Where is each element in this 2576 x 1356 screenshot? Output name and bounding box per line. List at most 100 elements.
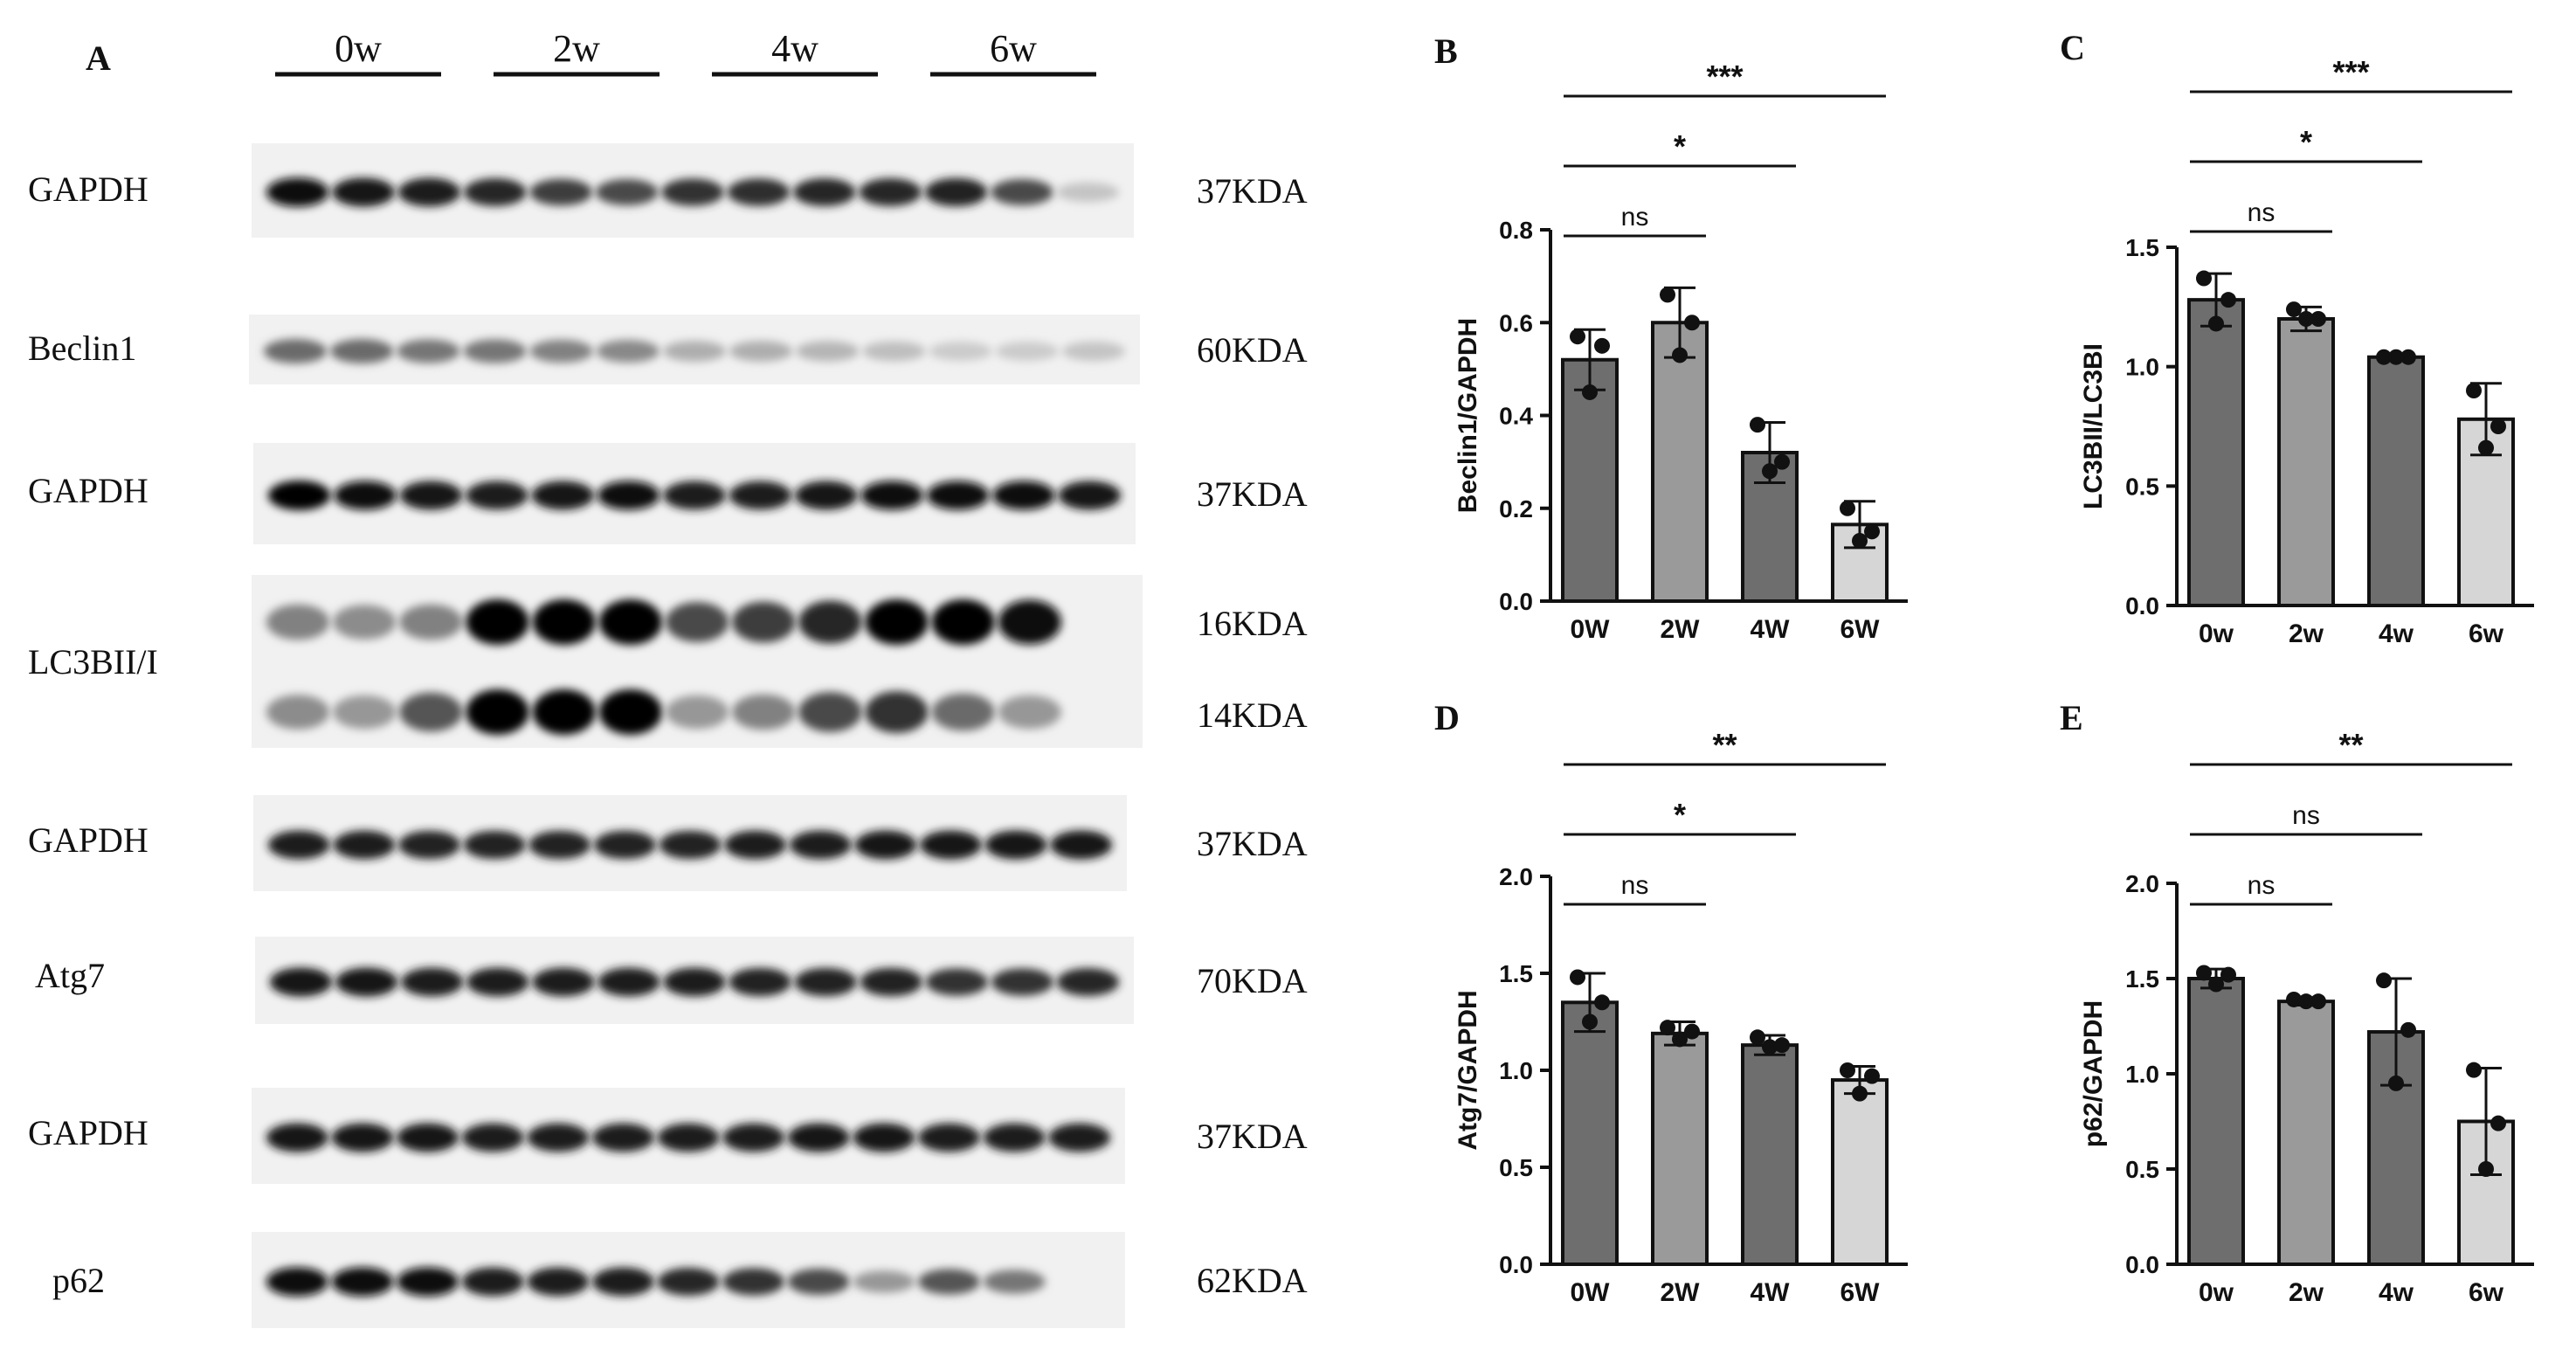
blot-band: [529, 339, 593, 363]
data-point: [1864, 1068, 1880, 1084]
data-point: [2400, 349, 2416, 365]
blot-band: [865, 691, 929, 733]
data-point: [2286, 301, 2302, 318]
blot-band: [330, 339, 394, 363]
blot-band: [920, 830, 982, 860]
bar: [1741, 1043, 1799, 1267]
data-point: [1582, 1014, 1598, 1030]
data-point: [2478, 439, 2494, 456]
blot-band: [724, 830, 787, 860]
data-point: [2400, 1021, 2416, 1038]
data-point: [2298, 993, 2314, 1010]
significance-label: ns: [2292, 801, 2320, 830]
blot-band: [853, 1123, 915, 1152]
molecular-weight-label: 60KDA: [1197, 330, 1308, 370]
data-point: [1570, 969, 1585, 986]
blot-band: [925, 968, 988, 996]
blot-band: [1056, 182, 1120, 203]
bar: [1651, 321, 1709, 603]
blot-band: [729, 481, 792, 510]
blot-band: [665, 695, 729, 730]
data-point: [2388, 349, 2404, 365]
blot-band: [865, 599, 929, 645]
data-point: [2466, 1062, 2482, 1078]
blot-band: [1058, 481, 1122, 510]
molecular-weight-label: 37KDA: [1197, 171, 1308, 211]
data-point: [1774, 1037, 1790, 1054]
blot-band: [598, 599, 663, 645]
panel-letter: E: [2060, 698, 2083, 737]
data-point: [1594, 994, 1610, 1011]
significance-label: **: [2338, 727, 2363, 763]
data-point: [1864, 523, 1880, 540]
blot-row: Beclin1 60KDA: [28, 315, 1308, 384]
blot-band: [466, 481, 528, 510]
bar: [2457, 1119, 2515, 1266]
data-point: [1684, 1023, 1700, 1040]
blot-band: [722, 1123, 785, 1152]
y-tick-label: 0.2: [1499, 495, 1533, 522]
significance-label: *: [2300, 124, 2312, 160]
blot-band: [529, 178, 593, 206]
blot-band: [397, 1123, 459, 1152]
data-point: [2388, 1075, 2404, 1091]
data-point: [2310, 993, 2326, 1010]
blot-band: [466, 689, 529, 735]
data-point: [2196, 965, 2212, 981]
blot-band: [461, 1123, 524, 1152]
data-point: [2478, 1161, 2494, 1177]
blot-band: [983, 1270, 1046, 1294]
y-axis-title: p62/GAPDH: [2079, 1000, 2108, 1147]
blot-band: [798, 600, 862, 644]
protein-label: p62: [52, 1261, 105, 1300]
blot-band: [399, 692, 463, 732]
blot-band: [269, 967, 333, 997]
blot-band: [597, 967, 660, 997]
data-point: [1672, 1031, 1688, 1048]
blot-band: [401, 967, 464, 997]
data-point: [1684, 315, 1700, 331]
blot-band: [729, 341, 793, 362]
x-tick-label: 0W: [1571, 1278, 1611, 1307]
y-tick-label: 0.5: [2125, 1156, 2159, 1183]
blot-band: [331, 1267, 394, 1297]
significance-label: ***: [1706, 59, 1743, 94]
blot-band: [464, 178, 527, 206]
blot-band: [657, 1123, 720, 1152]
blot-band: [663, 481, 726, 510]
data-point: [2286, 991, 2302, 1007]
x-tick-label: 2W: [1661, 615, 1701, 644]
blot-band: [854, 830, 917, 860]
blot-band: [931, 599, 995, 645]
data-point: [2376, 349, 2392, 365]
blot-band: [596, 339, 660, 363]
blot-row: p62 62KDA: [52, 1232, 1308, 1328]
blot-band: [860, 481, 923, 510]
blot-band: [263, 339, 328, 363]
blot-band: [722, 1268, 785, 1296]
data-point: [2298, 311, 2314, 327]
blot-band: [593, 830, 656, 860]
data-point: [1840, 1062, 1855, 1078]
blot-band: [334, 481, 397, 510]
data-point: [1582, 384, 1598, 400]
blot-band: [924, 177, 988, 207]
blot-band: [991, 968, 1054, 996]
blot-band: [266, 177, 329, 207]
blot-band: [926, 481, 990, 510]
panel-letter: D: [1434, 698, 1460, 737]
blot-band: [598, 689, 663, 735]
data-point: [2208, 976, 2224, 993]
blot-row: LC3BII/I 16KDA 14KDA: [28, 575, 1308, 748]
molecular-weight-label: 37KDA: [1197, 824, 1308, 863]
y-tick-label: 0.0: [2125, 1251, 2159, 1278]
western-blot-panel: A 0w 2w 4w 6w GAPDH 37KDA Beclin1 60KDA GAPDH 37KD…: [28, 27, 1308, 1328]
blot-band: [929, 341, 992, 362]
data-point: [2220, 966, 2236, 983]
blot-band: [984, 830, 1047, 860]
molecular-weight-label: 37KDA: [1197, 1117, 1308, 1156]
significance-label: ns: [2248, 871, 2276, 900]
blot-band: [862, 341, 926, 362]
y-tick-label: 1.5: [2125, 234, 2159, 261]
